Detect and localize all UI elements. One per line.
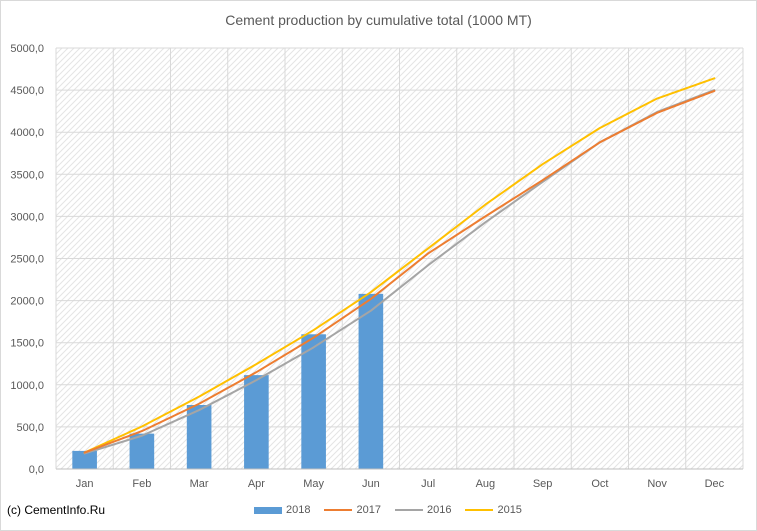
x-tick-label: Dec bbox=[705, 478, 725, 490]
y-tick-label: 4500,0 bbox=[10, 85, 44, 97]
y-tick-label: 5000,0 bbox=[10, 43, 44, 55]
line-2017 bbox=[83, 89, 716, 454]
y-tick-label: 2500,0 bbox=[10, 254, 44, 266]
x-tick-label: Apr bbox=[248, 478, 265, 490]
legend-item-2017: 2017 bbox=[324, 504, 381, 516]
chart-title: Cement production by cumulative total (1… bbox=[225, 12, 532, 28]
chart-legend: 2018 2017 2016 2015 bbox=[254, 504, 522, 516]
legend-item-2016: 2016 bbox=[394, 504, 452, 516]
x-tick-label: Jul bbox=[421, 478, 435, 490]
bar-2018 bbox=[129, 433, 155, 469]
x-tick-label: Feb bbox=[132, 478, 151, 490]
copyright-text: (c) CementInfo.Ru bbox=[7, 503, 106, 517]
x-tick-label: Mar bbox=[190, 478, 209, 490]
y-tick-label: 2000,0 bbox=[10, 296, 44, 308]
x-tick-label: Oct bbox=[591, 478, 608, 490]
bar-2018 bbox=[301, 334, 326, 469]
x-tick-label: Aug bbox=[476, 478, 496, 490]
y-tick-label: 1000,0 bbox=[10, 380, 44, 392]
bar-2018 bbox=[72, 450, 97, 469]
y-tick-label: 3000,0 bbox=[10, 211, 44, 223]
x-tick-label: Nov bbox=[647, 478, 667, 490]
legend-label: 2015 bbox=[497, 504, 522, 516]
bar-2018 bbox=[186, 405, 212, 469]
legend-label: 2016 bbox=[426, 504, 452, 516]
legend-item-2018: 2018 bbox=[254, 504, 310, 516]
y-tick-label: 4000,0 bbox=[10, 127, 44, 139]
legend-label: 2018 bbox=[286, 504, 311, 516]
y-tick-label: 3500,0 bbox=[10, 169, 44, 181]
x-tick-label: Sep bbox=[533, 478, 553, 490]
line-2015 bbox=[83, 77, 716, 454]
legend-item-2015: 2015 bbox=[465, 504, 522, 516]
bar-2018 bbox=[244, 375, 269, 469]
legend-swatch bbox=[254, 506, 282, 514]
bar-2018 bbox=[358, 293, 384, 469]
legend-swatch bbox=[465, 509, 494, 511]
legend-swatch bbox=[324, 509, 353, 511]
y-tick-label: 0,0 bbox=[29, 464, 44, 476]
x-tick-label: May bbox=[303, 478, 324, 490]
x-tick-label: Jan bbox=[76, 478, 94, 490]
y-tick-label: 500,0 bbox=[16, 422, 44, 434]
legend-swatch bbox=[394, 509, 423, 511]
legend-label: 2017 bbox=[356, 504, 381, 516]
y-tick-label: 1500,0 bbox=[10, 338, 44, 350]
x-tick-label: Jun bbox=[362, 478, 380, 490]
